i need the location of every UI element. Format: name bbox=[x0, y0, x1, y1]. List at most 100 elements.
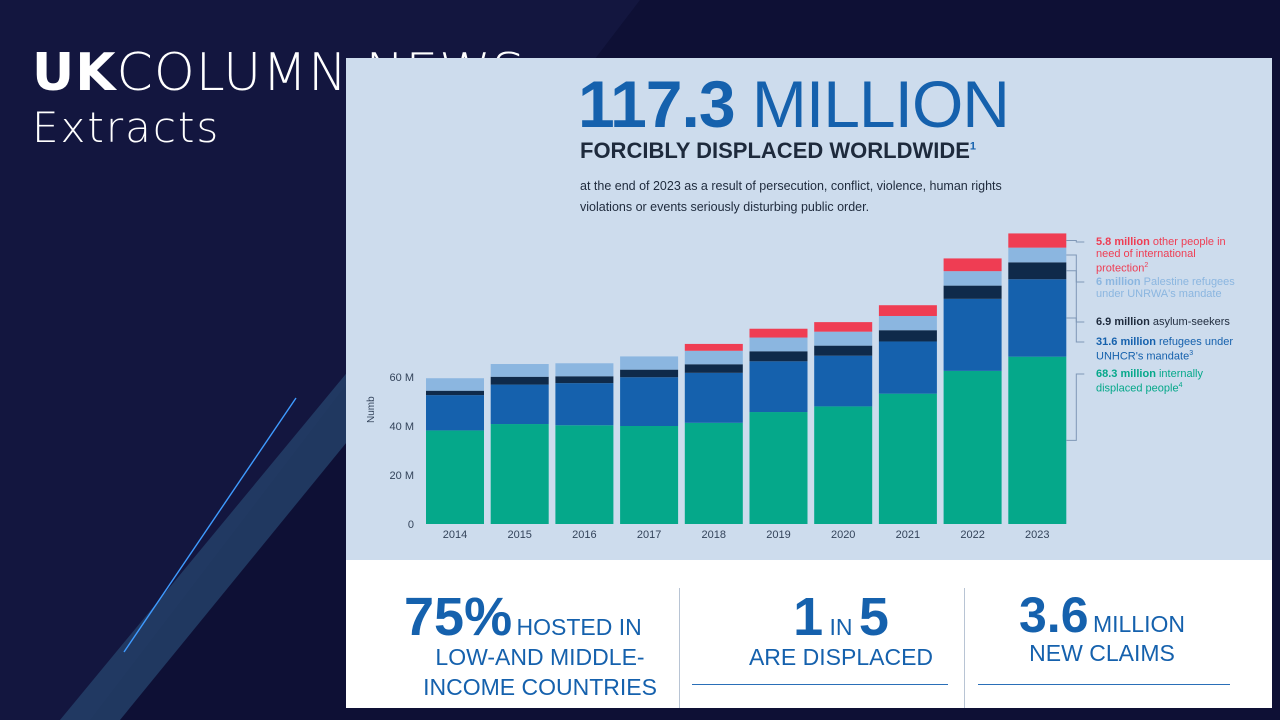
legend-value: 6 million bbox=[1096, 276, 1141, 288]
bar-segment bbox=[426, 395, 484, 431]
legend-text: internally displaced people bbox=[1096, 368, 1203, 395]
bar-segment bbox=[490, 384, 549, 425]
headline: 117.3 MILLION bbox=[578, 64, 1010, 144]
x-tick-label: 2021 bbox=[896, 529, 920, 541]
legend-item: 5.8 million other people in need of inte… bbox=[1096, 236, 1246, 275]
legend-text: asylum-seekers bbox=[1149, 316, 1230, 328]
infographic-panel: 117.3 MILLION FORCIBLY DISPLACED WORLDWI… bbox=[346, 58, 1272, 708]
stacked-bar-chart: Numb 0 20 M 40 M 60 M 2014 2015 2016 2017 2018 201… bbox=[366, 233, 1085, 541]
bar-segment bbox=[878, 330, 937, 342]
legend-footnote: 3 bbox=[1189, 350, 1194, 357]
bar-segment bbox=[684, 350, 743, 365]
bar-segment bbox=[814, 355, 873, 407]
bar-segment bbox=[943, 271, 1002, 286]
bar-segment bbox=[620, 369, 679, 378]
legend-text: other people in need of international pr… bbox=[1096, 236, 1226, 275]
stat-underline bbox=[978, 684, 1230, 685]
legend-item: 31.6 million refugees under UNHCR's mand… bbox=[1096, 336, 1246, 363]
legend-footnote: 2 bbox=[1144, 262, 1149, 269]
legend-text: Palestine refugees under UNRWA's mandate bbox=[1096, 276, 1235, 300]
headline-unit: MILLION bbox=[751, 67, 1010, 141]
brand-extracts: Extracts bbox=[32, 103, 221, 152]
legend-value: 31.6 million bbox=[1096, 336, 1156, 348]
bar-segment bbox=[749, 337, 808, 352]
legend-connector bbox=[1066, 373, 1085, 441]
y-axis-label: Numb bbox=[366, 396, 377, 423]
bar-segment bbox=[1008, 262, 1067, 280]
brand-uk: UK bbox=[32, 43, 117, 103]
stat-displaced-b: 5 bbox=[858, 587, 889, 647]
bar-segment bbox=[620, 426, 679, 524]
bar-segment bbox=[878, 305, 937, 316]
bar-segment bbox=[490, 364, 549, 377]
bar-segment bbox=[814, 406, 873, 524]
headline-number: 117.3 bbox=[578, 67, 736, 141]
stat-displaced: 1 IN 5 ARE DISPLACED bbox=[706, 586, 976, 672]
x-tick-label: 2014 bbox=[443, 529, 467, 541]
stat-claims-text: NEW CLAIMS bbox=[1029, 640, 1175, 666]
x-tick-label: 2020 bbox=[831, 529, 855, 541]
bar-segment bbox=[943, 298, 1002, 371]
legend-value: 68.3 million bbox=[1096, 368, 1156, 380]
y-tick-label: 40 M bbox=[390, 421, 414, 433]
subtitle-footnote: 1 bbox=[969, 140, 977, 153]
x-tick-label: 2022 bbox=[960, 529, 984, 541]
bar-segment bbox=[684, 422, 743, 524]
bar-segment bbox=[555, 383, 614, 426]
bar-segment bbox=[878, 341, 937, 394]
bar-segment bbox=[1008, 279, 1067, 357]
bar-segment bbox=[943, 285, 1002, 299]
legend-item: 68.3 million internally displaced people… bbox=[1096, 368, 1246, 395]
bar-segment bbox=[749, 351, 808, 362]
stat-claims-number: 3.6 bbox=[1019, 587, 1089, 643]
bar-segment bbox=[555, 425, 614, 524]
subtitle-text: FORCIBLY DISPLACED WORLDWIDE bbox=[580, 138, 970, 163]
bar-segment bbox=[943, 258, 1002, 272]
legend-connector bbox=[1066, 254, 1085, 283]
stat-hosted-number: 75% bbox=[404, 587, 513, 647]
stat-claims-unit: MILLION bbox=[1092, 611, 1185, 637]
bar-segment bbox=[426, 430, 484, 524]
stat-claims: 3.6 MILLION NEW CLAIMS bbox=[982, 586, 1222, 668]
bar-segment bbox=[878, 315, 937, 331]
x-tick-label: 2023 bbox=[1025, 529, 1049, 541]
legend-footnote: 4 bbox=[1178, 382, 1183, 389]
x-tick-label: 2019 bbox=[766, 529, 790, 541]
bar-segment bbox=[749, 361, 808, 413]
stat-displaced-in: IN bbox=[829, 614, 853, 640]
y-tick-label: 0 bbox=[408, 519, 414, 531]
bar-segment bbox=[684, 343, 743, 351]
bar-segment bbox=[1008, 356, 1067, 524]
bar-segment bbox=[490, 424, 549, 524]
bar-segment bbox=[620, 377, 679, 426]
legend-text: refugees under UNHCR's mandate bbox=[1096, 336, 1233, 363]
stat-divider bbox=[964, 588, 965, 708]
stat-divider bbox=[679, 588, 680, 708]
stat-displaced-text: ARE DISPLACED bbox=[748, 644, 934, 670]
x-tick-label: 2015 bbox=[507, 529, 531, 541]
subtitle: FORCIBLY DISPLACED WORLDWIDE1 bbox=[580, 138, 976, 164]
stat-hosted-line2: LOW-AND MIDDLE- bbox=[435, 644, 645, 670]
bar-segment bbox=[878, 393, 937, 524]
legend-value: 6.9 million bbox=[1096, 316, 1150, 328]
bar-segment bbox=[749, 328, 808, 338]
bar-segment bbox=[814, 331, 873, 346]
stat-hosted-line3: INCOME COUNTRIES bbox=[423, 674, 657, 700]
legend-item: 6 million Palestine refugees under UNRWA… bbox=[1096, 276, 1246, 300]
x-tick-label: 2017 bbox=[637, 529, 661, 541]
bar-segment bbox=[555, 363, 614, 377]
bar-segment bbox=[490, 376, 549, 385]
stats-bar: 75% HOSTED IN LOW-AND MIDDLE- INCOME COU… bbox=[346, 560, 1272, 708]
legend-value: 5.8 million bbox=[1096, 236, 1150, 248]
bar-segment bbox=[814, 345, 873, 356]
bar-segment bbox=[426, 378, 484, 391]
description: at the end of 2023 as a result of persec… bbox=[580, 179, 1002, 214]
bar-segment bbox=[620, 356, 679, 370]
legend-connector bbox=[1066, 240, 1085, 243]
stat-underline bbox=[692, 684, 948, 685]
bar-segment bbox=[684, 364, 743, 373]
bar-segment bbox=[814, 322, 873, 332]
bar-segment bbox=[1008, 247, 1067, 263]
legend-item: 6.9 million asylum-seekers bbox=[1096, 316, 1246, 328]
bar-segment bbox=[426, 390, 484, 396]
